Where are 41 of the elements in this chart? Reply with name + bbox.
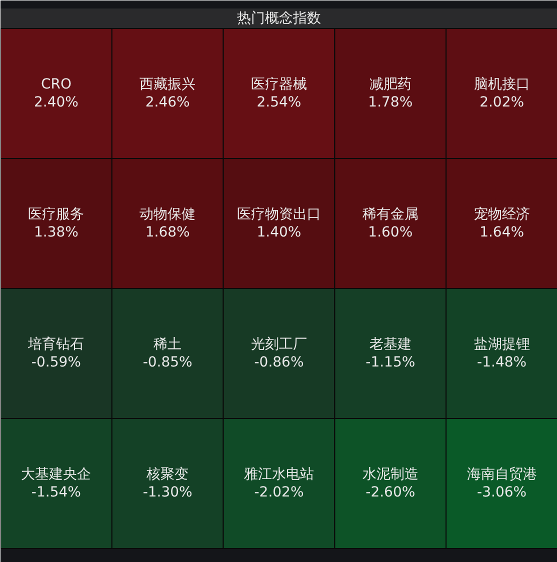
category-label: 大基建央企 bbox=[21, 466, 92, 482]
data-label: 2.40% bbox=[34, 94, 78, 110]
data-label: 2.46% bbox=[145, 94, 190, 110]
data-label: 1.64% bbox=[480, 224, 524, 240]
category-label: CRO bbox=[40, 76, 72, 92]
category-label: 盐湖提锂 bbox=[474, 336, 530, 352]
text: 热门概念指数 bbox=[237, 10, 321, 26]
data-label: -1.15% bbox=[366, 354, 416, 370]
category-label: 脑机接口 bbox=[474, 76, 530, 92]
category-label: 减肥药 bbox=[369, 76, 412, 92]
data-label: -0.85% bbox=[142, 354, 192, 370]
data-label: -1.48% bbox=[477, 354, 527, 370]
data-label: -1.54% bbox=[31, 484, 81, 500]
category-label: 医疗服务 bbox=[28, 206, 84, 222]
data-label: -3.06% bbox=[477, 484, 527, 500]
data-label: 1.40% bbox=[256, 224, 302, 240]
category-label: 医疗器械 bbox=[251, 76, 307, 92]
category-label: 雅江水电站 bbox=[244, 466, 314, 482]
data-label: 2.54% bbox=[256, 94, 302, 110]
data-label: 1.38% bbox=[34, 224, 78, 240]
category-label: 宠物经济 bbox=[474, 206, 530, 222]
data-label: 1.78% bbox=[368, 94, 413, 110]
category-label: 水泥制造 bbox=[362, 466, 418, 482]
category-label: 光刻工厂 bbox=[251, 336, 307, 352]
category-label: 核聚变 bbox=[146, 466, 189, 482]
data-label: 1.68% bbox=[145, 224, 190, 240]
category-label: 西藏振兴 bbox=[140, 76, 196, 92]
category-label: 培育钻石 bbox=[27, 336, 84, 352]
data-label: -2.02% bbox=[254, 484, 304, 500]
data-label: -0.86% bbox=[254, 354, 304, 370]
category-label: 稀土 bbox=[154, 336, 182, 352]
category-label: 稀有金属 bbox=[362, 206, 418, 222]
data-label: -2.60% bbox=[366, 484, 416, 500]
data-label: -0.59% bbox=[31, 354, 81, 370]
data-label: 2.02% bbox=[480, 94, 524, 110]
category-label: 海南自贸港 bbox=[466, 466, 537, 482]
category-label: 动物保健 bbox=[140, 206, 196, 222]
category-label: 老基建 bbox=[369, 336, 412, 352]
data-label: -1.30% bbox=[142, 484, 192, 500]
data-label: 1.60% bbox=[368, 224, 413, 240]
category-label: 医疗物资出口 bbox=[237, 206, 321, 222]
